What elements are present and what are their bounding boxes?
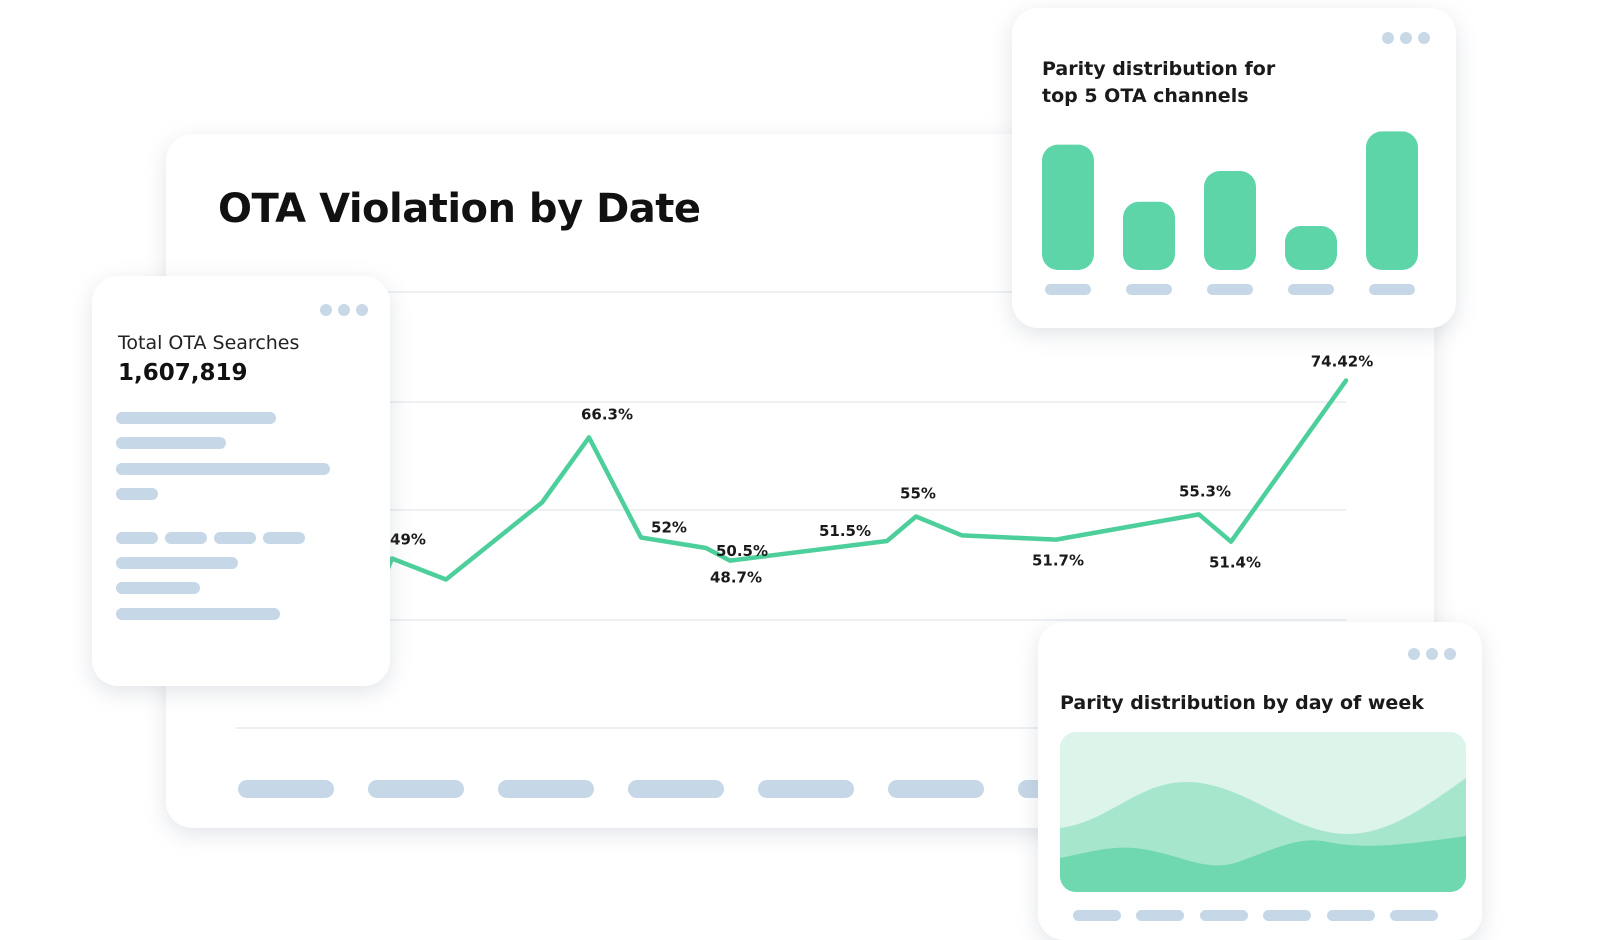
data-label: 52%	[651, 519, 687, 537]
series-line	[369, 378, 1349, 610]
bar-label-placeholder	[1288, 284, 1334, 295]
bar	[1123, 201, 1175, 270]
x-axis-label-placeholder	[1263, 910, 1311, 921]
stat-value: 1,607,819	[118, 360, 248, 386]
data-label: 49%	[390, 531, 426, 549]
x-axis-label-placeholder	[888, 780, 984, 798]
bar	[1366, 131, 1418, 270]
x-axis-label-placeholder	[1390, 910, 1438, 921]
total-searches-card: Total OTA Searches 1,607,819	[92, 276, 390, 686]
bar-label-placeholder	[1126, 284, 1172, 295]
bar-label-placeholder	[1207, 284, 1253, 295]
more-options-icon[interactable]	[1408, 648, 1456, 660]
chart-title: OTA Violation by Date	[218, 186, 701, 232]
x-axis-label-placeholder	[498, 780, 594, 798]
x-axis-label-placeholder	[1073, 910, 1121, 921]
bar	[1042, 144, 1094, 270]
x-axis-label-placeholder	[368, 780, 464, 798]
text-placeholder	[116, 488, 158, 500]
data-label: 51.7%	[1032, 552, 1084, 570]
text-placeholder	[116, 437, 226, 449]
data-label: 50.5%	[716, 542, 768, 560]
data-label: 66.3%	[581, 405, 633, 423]
x-axis-label-placeholder	[1327, 910, 1375, 921]
bar-label-placeholder	[1369, 284, 1415, 295]
stat-label: Total OTA Searches	[118, 332, 300, 354]
x-axis-label-placeholder	[1200, 910, 1248, 921]
text-placeholder	[116, 463, 330, 475]
weekday-area-chart	[1060, 732, 1466, 921]
tag-placeholder	[263, 532, 305, 544]
weekday-parity-card: Parity distribution by day of week	[1038, 622, 1482, 940]
bar-chart-title: Parity distribution for top 5 OTA channe…	[1042, 58, 1276, 107]
data-label: 74.42%	[1311, 353, 1373, 371]
more-options-icon[interactable]	[320, 304, 368, 316]
text-placeholder	[116, 412, 276, 424]
bar-label-placeholder	[1045, 284, 1091, 295]
tag-placeholder	[116, 532, 158, 544]
data-label: 55%	[900, 485, 936, 503]
data-label: 55.3%	[1179, 482, 1231, 500]
data-label: 51.5%	[819, 522, 871, 540]
bar	[1204, 171, 1256, 270]
tag-placeholder	[214, 532, 256, 544]
channel-parity-card: Parity distribution for top 5 OTA channe…	[1012, 8, 1456, 328]
data-label: 51.4%	[1209, 554, 1261, 572]
text-placeholder	[116, 582, 200, 594]
text-placeholder	[116, 557, 238, 569]
x-axis-label-placeholder	[1136, 910, 1184, 921]
x-axis-label-placeholder	[758, 780, 854, 798]
tag-placeholder	[165, 532, 207, 544]
channel-bar-chart	[1042, 131, 1418, 295]
more-options-icon[interactable]	[1382, 32, 1430, 44]
text-placeholder	[116, 608, 280, 620]
area-chart-title: Parity distribution by day of week	[1060, 692, 1424, 714]
x-axis-label-placeholder	[628, 780, 724, 798]
area-band-front	[1060, 836, 1466, 892]
bar	[1285, 226, 1337, 270]
data-label: 48.7%	[710, 569, 762, 587]
x-axis-label-placeholder	[238, 780, 334, 798]
